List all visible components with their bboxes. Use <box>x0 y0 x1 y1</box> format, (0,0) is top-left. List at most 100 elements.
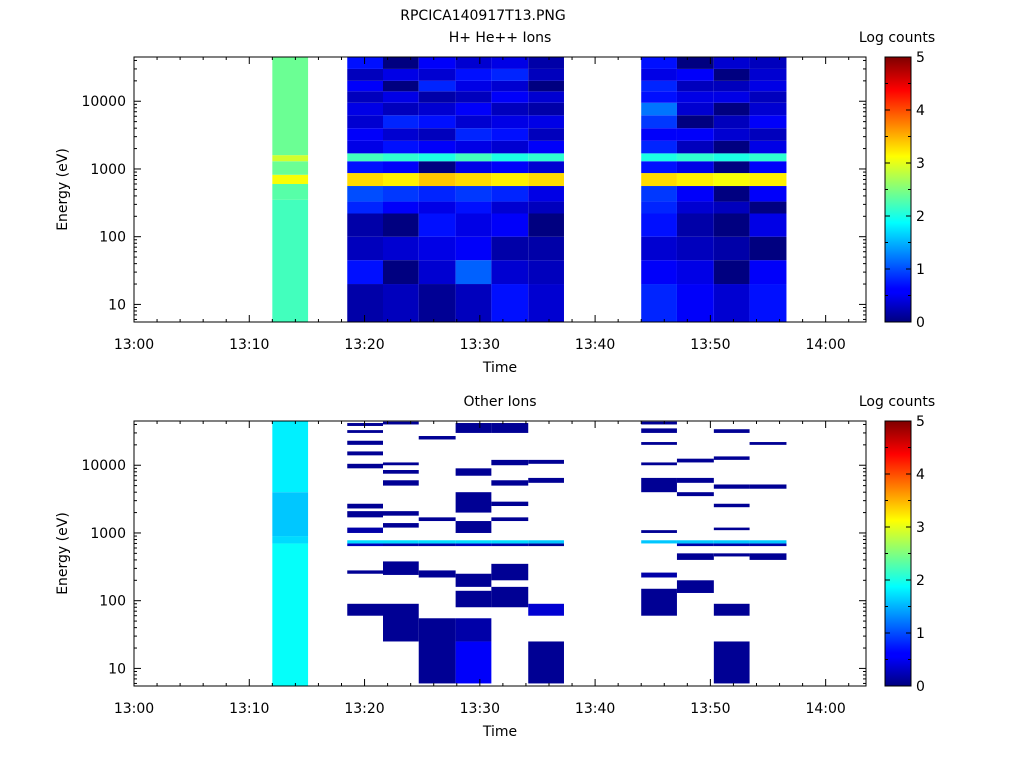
heatmap-cell <box>528 459 564 464</box>
heatmap-cell <box>383 236 419 261</box>
heatmap-cell <box>528 186 564 202</box>
colorbar-gradient <box>884 420 912 687</box>
colorbar-tick-label: 2 <box>916 573 925 589</box>
heatmap-cell <box>272 543 309 686</box>
heatmap-cell <box>676 213 714 237</box>
heatmap-cell <box>641 128 677 141</box>
heatmap-cell <box>491 57 529 69</box>
colorbar-tick-label: 1 <box>916 262 925 278</box>
x-tick-label: 13:50 <box>690 701 730 717</box>
heatmap-cell <box>383 603 419 642</box>
heatmap-cell <box>528 68 564 81</box>
heatmap-cell <box>749 213 787 237</box>
heatmap-cell <box>676 186 714 202</box>
colorbar-tick-label: 5 <box>916 50 925 66</box>
heatmap-cell <box>749 186 787 202</box>
y-tick-label: 100 <box>99 594 126 610</box>
heatmap-cell <box>749 442 787 445</box>
heatmap-cell <box>455 521 492 533</box>
heatmap-cell <box>383 260 419 285</box>
heatmap-cell <box>528 201 564 214</box>
heatmap-cell <box>676 115 714 129</box>
heatmap-cell <box>455 590 492 608</box>
heatmap-cell <box>347 570 383 574</box>
heatmap-cell <box>418 186 456 202</box>
heatmap-cell <box>676 540 714 544</box>
heatmap-cell <box>455 201 492 214</box>
heatmap-cell <box>676 492 714 497</box>
heatmap-cell <box>749 553 787 560</box>
heatmap-cell <box>272 492 309 537</box>
heatmap-cell <box>749 68 787 81</box>
heatmap-cell <box>713 201 750 214</box>
heatmap-cell <box>749 115 787 129</box>
heatmap-cell <box>347 115 383 129</box>
x-tick-label: 13:20 <box>344 337 384 353</box>
heatmap-cell <box>528 284 564 322</box>
heatmap-cell <box>676 284 714 322</box>
colorbar-tick-label: 4 <box>916 103 925 119</box>
heatmap-cell <box>676 553 714 560</box>
heatmap-cell <box>676 260 714 285</box>
heatmap-cell <box>383 213 419 237</box>
heatmap-cell <box>383 480 419 486</box>
heatmap-cell <box>713 80 750 92</box>
heatmap-cell <box>347 68 383 81</box>
heatmap-cell <box>418 80 456 92</box>
heatmap-cell <box>383 421 419 425</box>
heatmap-cell <box>455 91 492 103</box>
heatmap-cell <box>749 102 787 116</box>
heatmap-cell <box>491 91 529 103</box>
heatmap-cell <box>713 173 750 187</box>
heatmap-cell <box>749 484 787 489</box>
y-axis-label: Energy (eV) <box>55 512 71 595</box>
heatmap-cell <box>418 618 456 684</box>
heatmap-cell <box>347 102 383 116</box>
heatmap-cell <box>491 115 529 129</box>
x-tick-label: 13:00 <box>114 701 154 717</box>
heatmap-cell <box>455 115 492 129</box>
heatmap-cell <box>491 284 529 322</box>
y-tick-label: 10000 <box>81 458 126 474</box>
heatmap-cell <box>491 459 529 466</box>
heatmap-cell <box>528 543 564 547</box>
heatmap-cell <box>418 102 456 116</box>
y-tick-label: 1000 <box>90 162 126 178</box>
heatmap-cell <box>347 543 383 547</box>
colorbar-tick-label: 3 <box>916 156 925 172</box>
heatmap-cell <box>347 511 383 518</box>
heatmap-cell <box>528 540 564 544</box>
colorbar-tick-label: 3 <box>916 520 925 536</box>
heatmap-cell <box>383 511 419 516</box>
x-tick-label: 13:30 <box>460 701 500 717</box>
heatmap-cell <box>383 57 419 69</box>
heatmap-cell <box>528 477 564 483</box>
heatmap-cell <box>491 80 529 92</box>
colorbar: 0 1 2 3 4 5 <box>884 50 925 331</box>
heatmap-cell <box>383 173 419 187</box>
heatmap-cell <box>347 284 383 322</box>
heatmap-cell <box>383 80 419 92</box>
heatmap-cell <box>641 80 677 92</box>
heatmap-cell <box>383 284 419 322</box>
y-tick-label: 100 <box>99 230 126 246</box>
heatmap-cell <box>491 173 529 187</box>
heatmap-cell <box>676 173 714 187</box>
heatmap-cell <box>347 153 383 162</box>
colorbar-tick-label: 0 <box>916 315 925 331</box>
heatmap-cell <box>491 201 529 214</box>
x-tick-label: 13:30 <box>460 337 500 353</box>
heatmap-cell <box>641 428 677 433</box>
heatmap-cell <box>749 91 787 103</box>
x-axis-label: Time <box>482 724 517 740</box>
heatmap-cell <box>455 153 492 162</box>
panel-other-ions: Other Ions Time Energy (eV) Log counts 1… <box>55 394 935 740</box>
heatmap-cell <box>455 492 492 513</box>
heatmap-cell <box>347 213 383 237</box>
heatmap-cell <box>455 213 492 237</box>
heatmap-cell <box>528 57 564 69</box>
heatmap-cell <box>347 540 383 544</box>
heatmap-cell <box>418 68 456 81</box>
heatmap-cell <box>528 128 564 141</box>
